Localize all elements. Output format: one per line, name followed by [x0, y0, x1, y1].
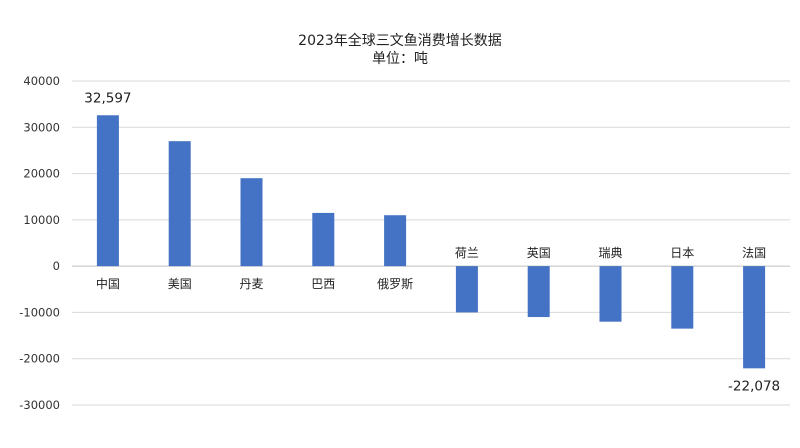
data-label: 32,597 [84, 90, 131, 106]
category-label: 美国 [168, 277, 192, 291]
data-label: -22,078 [728, 378, 780, 394]
category-label: 法国 [742, 246, 766, 260]
category-labels: 中国 美国 丹麦 巴西 俄罗斯 荷兰 英国 瑞典 日本 法国 [96, 246, 766, 291]
category-label: 巴西 [311, 277, 335, 291]
category-label: 俄罗斯 [377, 277, 413, 291]
y-tick-label: 40000 [23, 74, 60, 88]
y-tick-label: -10000 [19, 305, 60, 319]
bar [384, 215, 407, 267]
category-label: 瑞典 [598, 246, 622, 260]
y-tick-label: 0 [53, 259, 60, 273]
y-tick-label: -30000 [19, 398, 60, 412]
category-label: 中国 [96, 276, 120, 291]
bar [599, 266, 622, 322]
data-labels: 32,597 -22,078 [84, 90, 780, 394]
bar [743, 266, 766, 369]
y-tick-label: 20000 [23, 167, 60, 181]
chart-subtitle: 单位：吨 [372, 51, 428, 67]
bars [96, 115, 766, 369]
category-label: 日本 [670, 246, 694, 260]
y-axis-ticks: 40000 30000 20000 10000 0 -10000 -20000 -30000 [19, 74, 60, 412]
gridlines [72, 80, 790, 406]
bar [312, 212, 335, 267]
bar [168, 141, 191, 267]
bar [671, 266, 694, 329]
category-label: 荷兰 [455, 246, 479, 260]
y-tick-label: 10000 [23, 213, 60, 227]
y-tick-label: -20000 [19, 352, 60, 366]
chart-title: 2023年全球三文鱼消费增长数据 [298, 32, 502, 49]
bar [455, 266, 478, 313]
category-label: 丹麦 [239, 277, 263, 291]
category-label: 英国 [527, 246, 551, 260]
y-tick-label: 30000 [23, 120, 60, 134]
bar [240, 178, 263, 267]
bar [96, 115, 119, 267]
bar [527, 266, 550, 318]
